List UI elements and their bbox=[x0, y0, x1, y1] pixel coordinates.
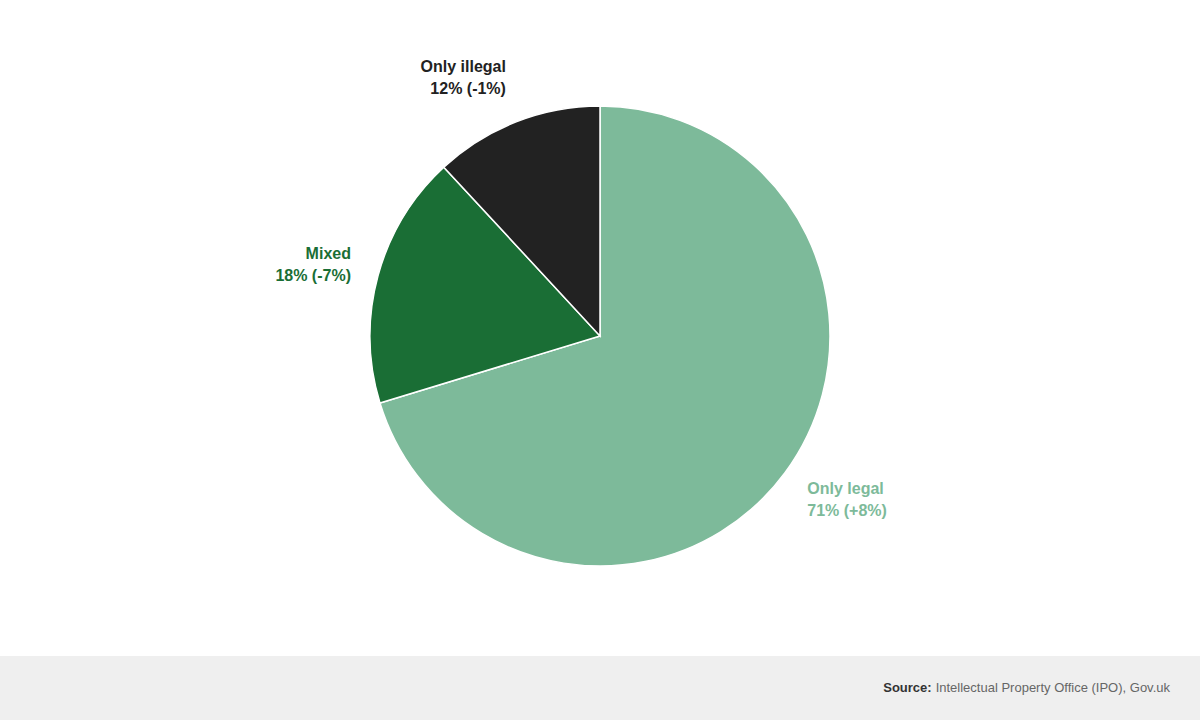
slice-name: Only legal bbox=[807, 480, 883, 497]
slice-name: Only illegal bbox=[421, 58, 506, 75]
slice-value: 18% (-7%) bbox=[275, 267, 351, 284]
source-note: Source: Intellectual Property Office (IPO… bbox=[883, 680, 1170, 695]
slice-label: Mixed 18% (-7%) bbox=[275, 245, 351, 284]
slice-label: Only illegal 12% (-1%) bbox=[421, 58, 506, 97]
data-labels: Only legal 71% (+8%) Mixed 18% (-7%) Only il… bbox=[275, 58, 887, 519]
chart-container: Only legal 71% (+8%) Mixed 18% (-7%) Only il… bbox=[0, 0, 1200, 720]
pie-slice bbox=[444, 106, 600, 336]
slice-name: Mixed bbox=[306, 245, 351, 262]
slice-value: 71% (+8%) bbox=[807, 502, 887, 519]
background bbox=[0, 0, 1200, 720]
source-label: Source: bbox=[883, 680, 931, 695]
slices bbox=[370, 106, 830, 566]
chart: Only legal 71% (+8%) Mixed 18% (-7%) Only il… bbox=[0, 0, 1200, 720]
slice-label: Only legal 71% (+8%) bbox=[807, 480, 887, 519]
source-text: Intellectual Property Office (IPO), Gov.… bbox=[936, 680, 1171, 695]
slice-value: 12% (-1%) bbox=[430, 80, 506, 97]
footer bbox=[0, 656, 1200, 720]
